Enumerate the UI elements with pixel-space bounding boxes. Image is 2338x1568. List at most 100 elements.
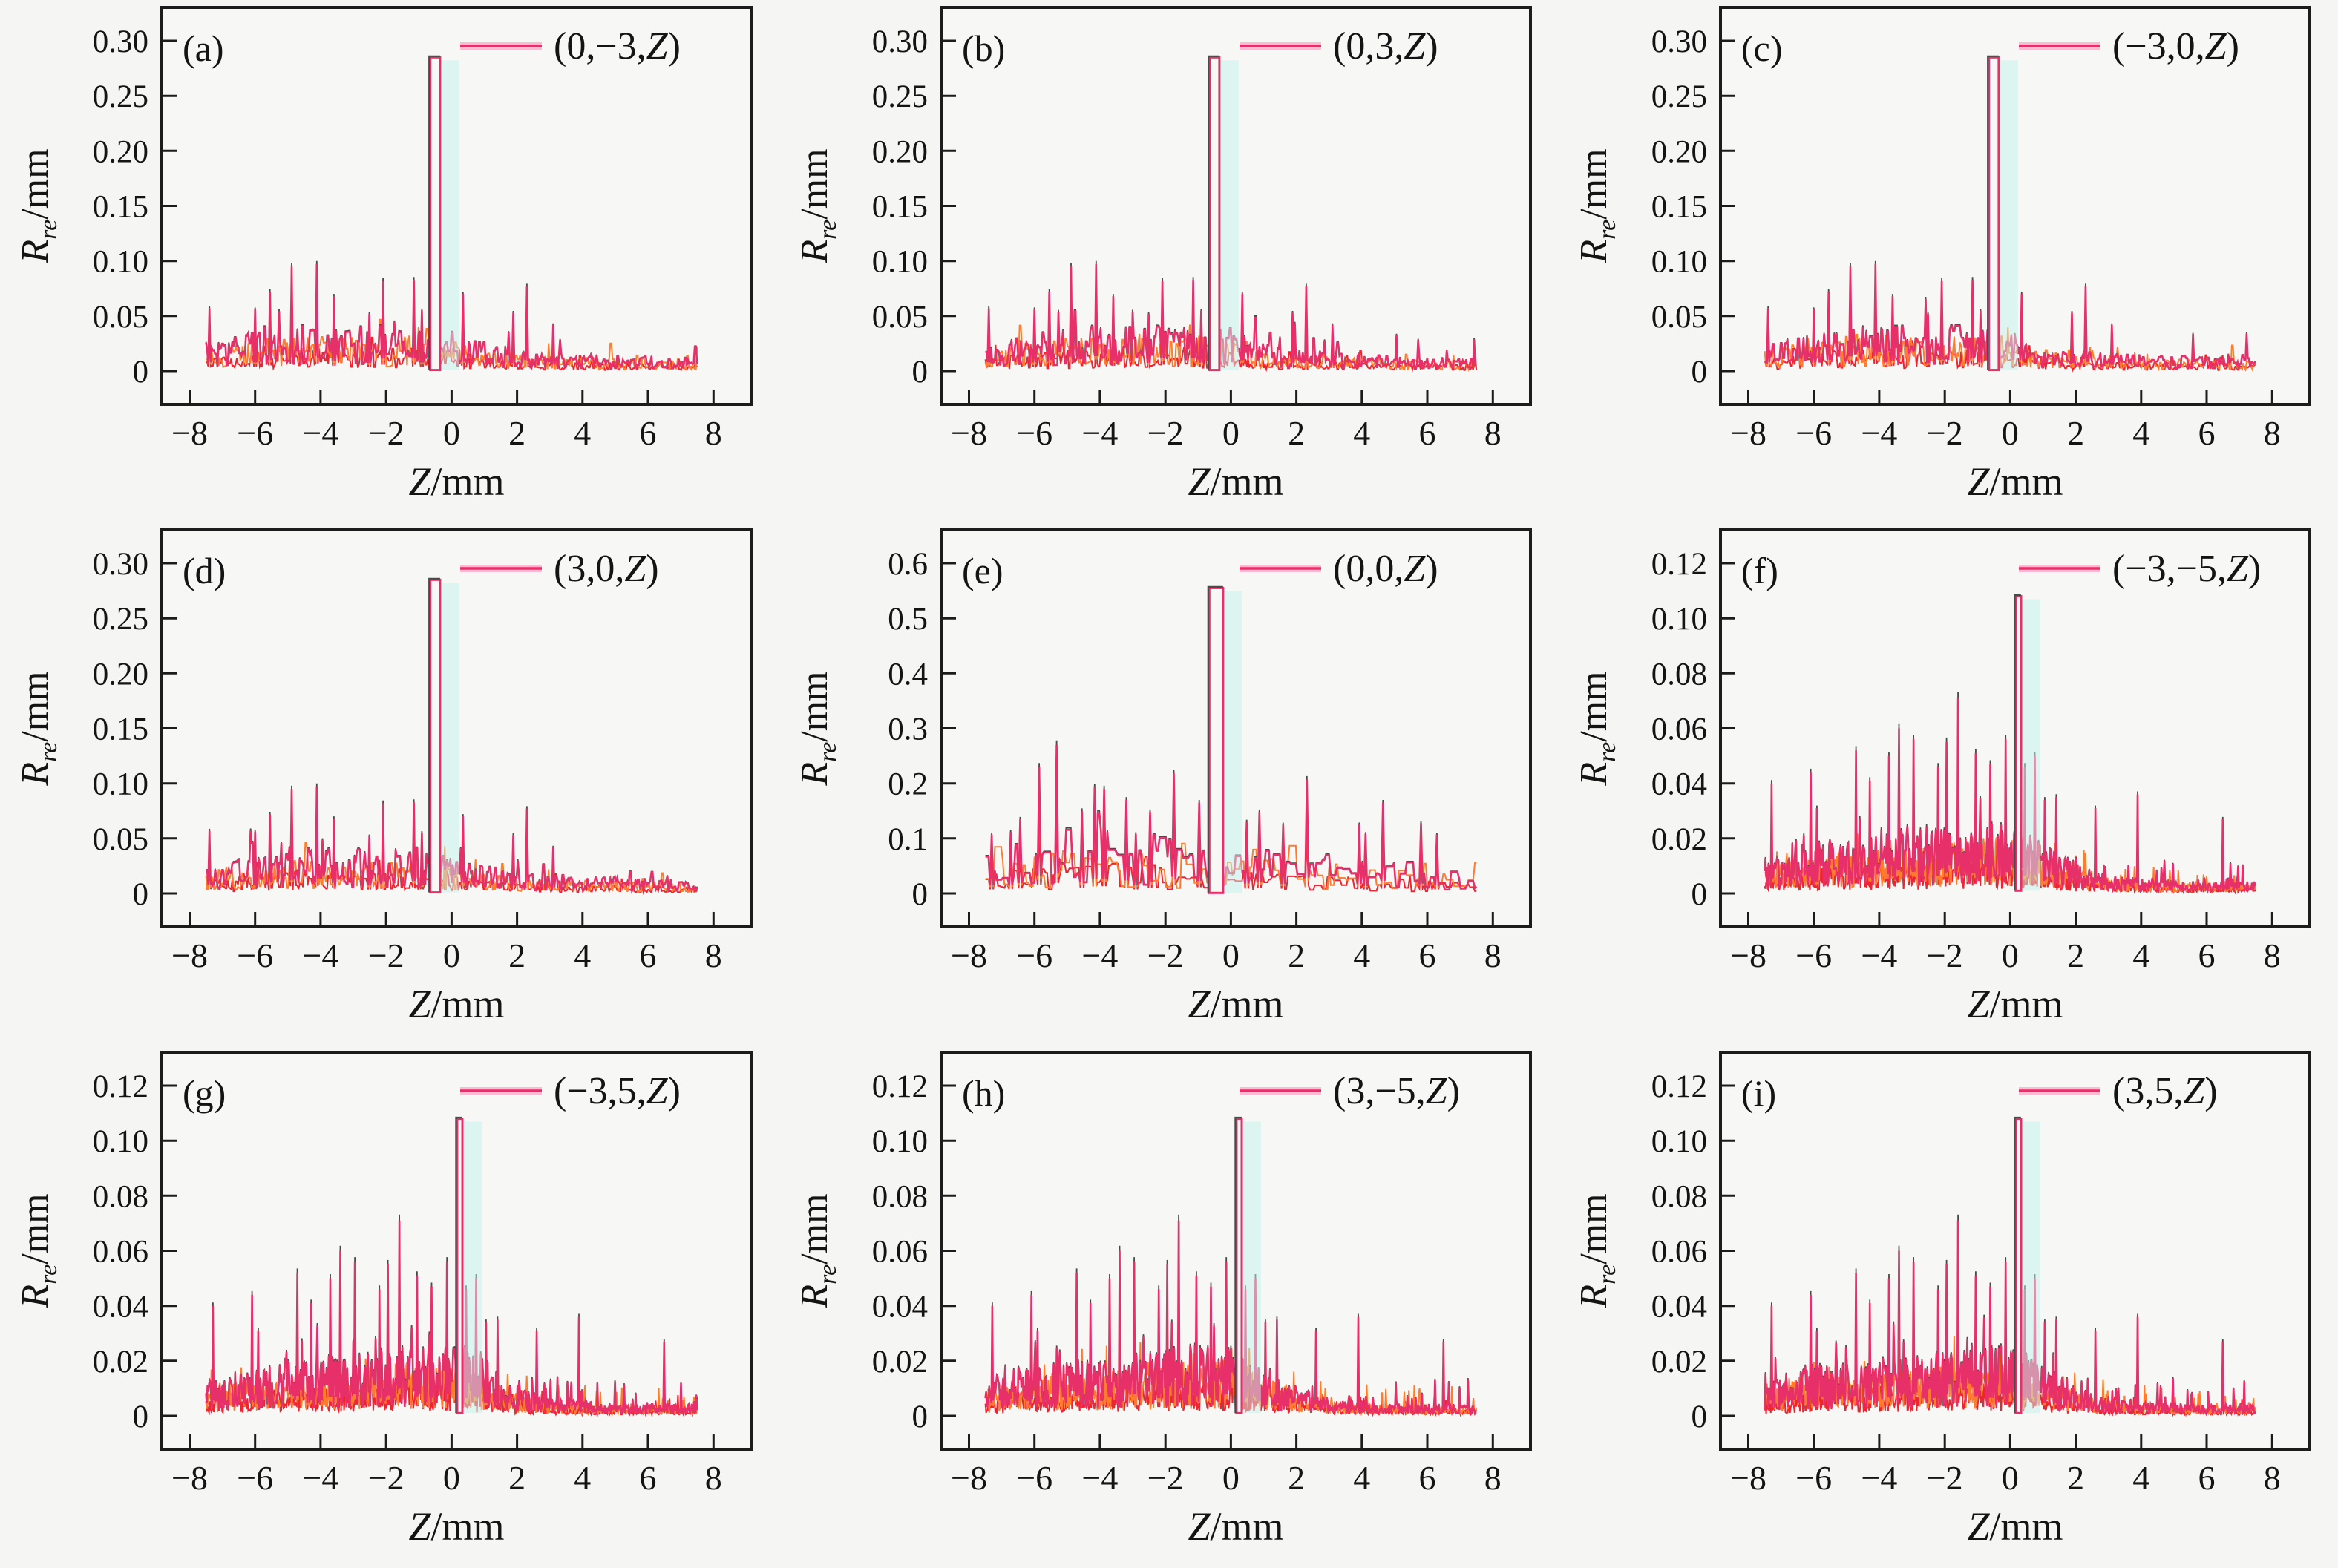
- y-tick-label: 0.1: [888, 822, 928, 857]
- x-tick-label: −2: [368, 1459, 405, 1497]
- x-tick-label: −8: [1730, 936, 1766, 974]
- x-tick-label: −4: [1081, 936, 1118, 974]
- x-tick-label: −2: [1147, 1459, 1184, 1497]
- y-tick-label: 0.25: [93, 602, 148, 637]
- subplot-h: −8 −6 −4 −2 0 2 4 6 8 0 0.02 0.04 0.06 0.08 0.10 0.12 Z/…: [779, 1045, 1559, 1567]
- y-tick-label: 0.06: [93, 1235, 148, 1270]
- x-axis-title: Z/mm: [408, 982, 504, 1026]
- y-axis-title: Rre/mm: [793, 148, 842, 263]
- y-tick-label: 0.12: [872, 1069, 928, 1104]
- x-tick-label: 8: [705, 414, 722, 452]
- panel-label: (g): [183, 1072, 226, 1114]
- x-tick-label: −2: [1927, 414, 1963, 452]
- x-tick-label: 0: [2002, 936, 2019, 974]
- x-tick-label: −8: [1730, 1459, 1766, 1497]
- plot-svg: −8 −6 −4 −2 0 2 4 6 8 0 0.05 0.10 0.15 0.20 0.25 0.30 Z/…: [14, 528, 753, 1026]
- y-tick-label: 0.04: [1651, 1290, 1707, 1325]
- subplot-c: −8 −6 −4 −2 0 2 4 6 8 0 0.05 0.10 0.15 0.20 0.25 0.30 Z/…: [1559, 0, 2338, 522]
- series-line: [1764, 1220, 2256, 1417]
- y-axis-title: Rre/mm: [793, 671, 842, 786]
- plot-border: [940, 528, 1532, 928]
- main-peak-dark-edge: [428, 577, 440, 893]
- y-tick-label: 0.10: [872, 245, 928, 280]
- y-tick-label: 0.08: [93, 1179, 148, 1214]
- x-tick-label: 2: [2067, 414, 2084, 452]
- y-tick-label: 0.25: [93, 79, 148, 114]
- legend-label: (3,5,Z): [2112, 1070, 2218, 1112]
- y-tick-label: 0: [133, 877, 149, 912]
- x-tick-label: 4: [2132, 414, 2149, 452]
- y-tick-label: 0.25: [872, 79, 928, 114]
- main-peak: [2014, 1118, 2023, 1414]
- y-tick-label: 0: [912, 1400, 929, 1434]
- y-tick-label: 0: [912, 355, 929, 390]
- y-tick-label: 0.08: [1651, 1179, 1707, 1214]
- main-peak: [2014, 595, 2023, 892]
- main-peak-dark-edge: [1208, 55, 1219, 370]
- y-tick-label: 0.04: [93, 1290, 148, 1325]
- y-tick-label: 0.20: [872, 134, 928, 169]
- x-tick-label: 2: [2067, 1459, 2084, 1497]
- x-axis-title: Z/mm: [1188, 982, 1283, 1026]
- subplot-i: −8 −6 −4 −2 0 2 4 6 8 0 0.02 0.04 0.06 0.08 0.10 0.12 Z/…: [1559, 1045, 2338, 1567]
- y-tick-label: 0.30: [93, 547, 148, 582]
- y-tick-label: 0: [1692, 355, 1708, 390]
- x-axis-title: Z/mm: [1188, 459, 1283, 504]
- subplot-f: −8 −6 −4 −2 0 2 4 6 8 0 0.02 0.04 0.06 0.08 0.10 0.12 Z/…: [1559, 522, 2338, 1045]
- plot-border: [1719, 1051, 2311, 1451]
- y-tick-label: 0.02: [1651, 822, 1707, 857]
- y-tick-label: 0.05: [93, 300, 148, 335]
- x-tick-label: −2: [1927, 1459, 1963, 1497]
- main-peak-dark-edge: [455, 1116, 462, 1414]
- y-tick-label: 0.12: [93, 1069, 148, 1104]
- x-tick-label: 2: [508, 414, 525, 452]
- legend: (−3,−5,Z): [2019, 548, 2261, 590]
- panel-label: (e): [962, 550, 1003, 591]
- x-tick-label: −6: [1016, 936, 1052, 974]
- x-tick-label: 4: [1353, 936, 1370, 974]
- x-tick-label: −8: [951, 936, 987, 974]
- main-peak-dark-edge: [1207, 585, 1223, 893]
- main-peak-shadow: [1219, 60, 1239, 370]
- y-axis-title: Rre/mm: [1573, 148, 1621, 263]
- x-tick-label: 6: [640, 414, 657, 452]
- x-tick-label: 2: [508, 1459, 525, 1497]
- x-tick-label: 8: [1484, 1459, 1502, 1497]
- plot-border: [940, 6, 1532, 406]
- x-tick-label: −2: [1147, 414, 1184, 452]
- x-tick-label: 4: [2132, 936, 2149, 974]
- x-axis-title: Z/mm: [1967, 1504, 2063, 1549]
- y-tick-label: 0.10: [1651, 1124, 1707, 1159]
- y-tick-label: 0.04: [872, 1290, 928, 1325]
- legend-label: (0,−3,Z): [554, 25, 681, 68]
- plot-border: [1719, 528, 2311, 928]
- legend-label: (0,3,Z): [1333, 25, 1438, 68]
- x-tick-label: 4: [574, 936, 591, 974]
- main-peak-shadow: [1222, 591, 1242, 893]
- plot-border: [940, 1051, 1532, 1451]
- main-peak-dark-edge: [1234, 1116, 1242, 1414]
- x-tick-label: −4: [1861, 414, 1897, 452]
- subplot-e: −8 −6 −4 −2 0 2 4 6 8 0 0.1 0.2 0.3 0.4 0.5 0.6 Z/mm Rre/…: [779, 522, 1559, 1045]
- plot-svg: −8 −6 −4 −2 0 2 4 6 8 0 0.05 0.10 0.15 0.20 0.25 0.30 Z/…: [793, 6, 1532, 504]
- plot-svg: −8 −6 −4 −2 0 2 4 6 8 0 0.02 0.04 0.06 0.08 0.10 0.12 Z/…: [14, 1051, 753, 1549]
- panel-label: (b): [962, 27, 1005, 69]
- x-tick-label: 6: [640, 936, 657, 974]
- panel-label: (i): [1741, 1072, 1776, 1114]
- x-tick-label: 0: [2002, 414, 2019, 452]
- y-axis-title: Rre/mm: [14, 148, 62, 263]
- series-line: [1764, 698, 2257, 895]
- main-peak: [429, 578, 442, 894]
- main-peak-shadow: [2020, 1121, 2040, 1414]
- main-peak-dark-edge: [2014, 594, 2021, 891]
- x-tick-label: −2: [368, 936, 405, 974]
- x-tick-label: −4: [1081, 1459, 1118, 1497]
- y-tick-label: 0.02: [1651, 1345, 1707, 1380]
- y-tick-label: 0.10: [1651, 602, 1707, 637]
- legend: (−3,5,Z): [460, 1070, 681, 1112]
- x-tick-label: −4: [1861, 936, 1897, 974]
- main-peak-shadow: [462, 1121, 482, 1414]
- x-tick-label: −6: [237, 1459, 273, 1497]
- x-tick-label: −6: [1795, 414, 1832, 452]
- x-axis-title: Z/mm: [408, 459, 504, 504]
